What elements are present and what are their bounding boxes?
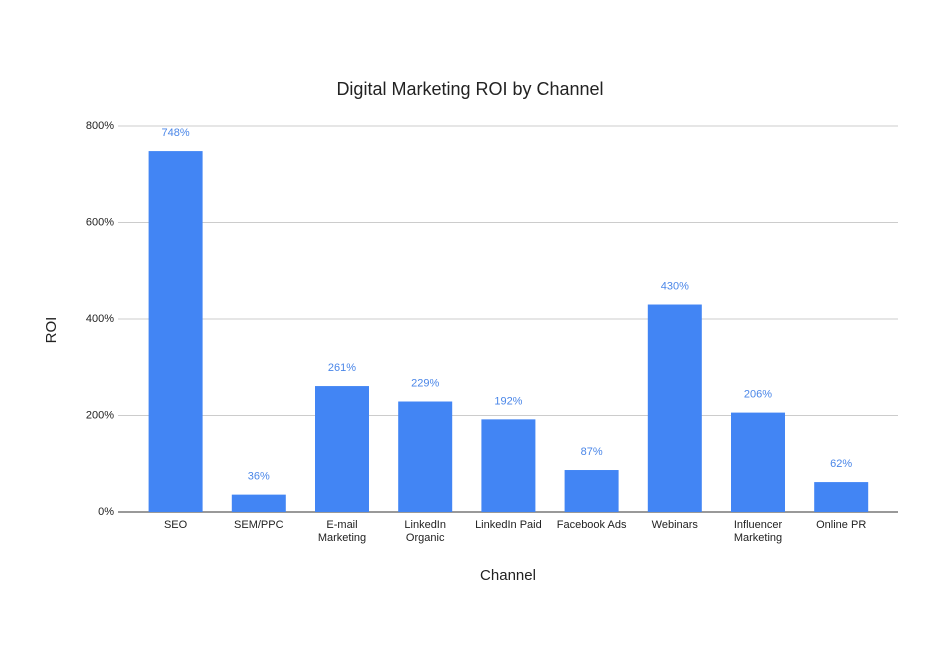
- x-tick-label: Facebook Ads: [557, 519, 627, 531]
- data-label: 87%: [581, 446, 603, 458]
- x-tick-label: LinkedIn Paid: [475, 519, 542, 531]
- data-label: 206%: [744, 389, 772, 401]
- data-label: 748%: [162, 127, 190, 139]
- data-label: 229%: [411, 377, 439, 389]
- y-tick-label: 200%: [86, 409, 114, 421]
- y-tick-label: 400%: [86, 313, 114, 325]
- bar: [481, 419, 536, 512]
- bar: [731, 412, 785, 512]
- x-tick-label: LinkedIn Organic: [404, 519, 446, 544]
- x-tick-label: SEM/PPC: [234, 519, 284, 531]
- y-tick-label: 600%: [86, 216, 114, 228]
- y-tick-label: 800%: [86, 120, 114, 132]
- bar: [398, 401, 453, 512]
- bar: [814, 482, 869, 512]
- bar: [315, 386, 369, 512]
- x-tick-label: E-mail Marketing: [318, 519, 366, 544]
- data-label: 430%: [661, 280, 689, 292]
- bar: [148, 151, 203, 512]
- x-tick-label: Webinars: [652, 519, 699, 531]
- data-label: 62%: [830, 458, 852, 470]
- y-axis-title: ROI: [43, 317, 60, 344]
- data-label: 36%: [248, 471, 270, 483]
- x-tick-label: Online PR: [816, 519, 866, 531]
- data-label: 261%: [328, 362, 356, 374]
- x-axis-title: Channel: [480, 567, 536, 584]
- y-tick-label: 0%: [98, 506, 114, 518]
- bar: [647, 304, 702, 512]
- bar: [564, 470, 619, 512]
- data-label: 192%: [494, 395, 522, 407]
- bar: [231, 494, 286, 512]
- chart-title: Digital Marketing ROI by Channel: [336, 79, 603, 99]
- x-tick-label: SEO: [164, 519, 188, 531]
- x-tick-label: Influencer Marketing: [734, 519, 783, 544]
